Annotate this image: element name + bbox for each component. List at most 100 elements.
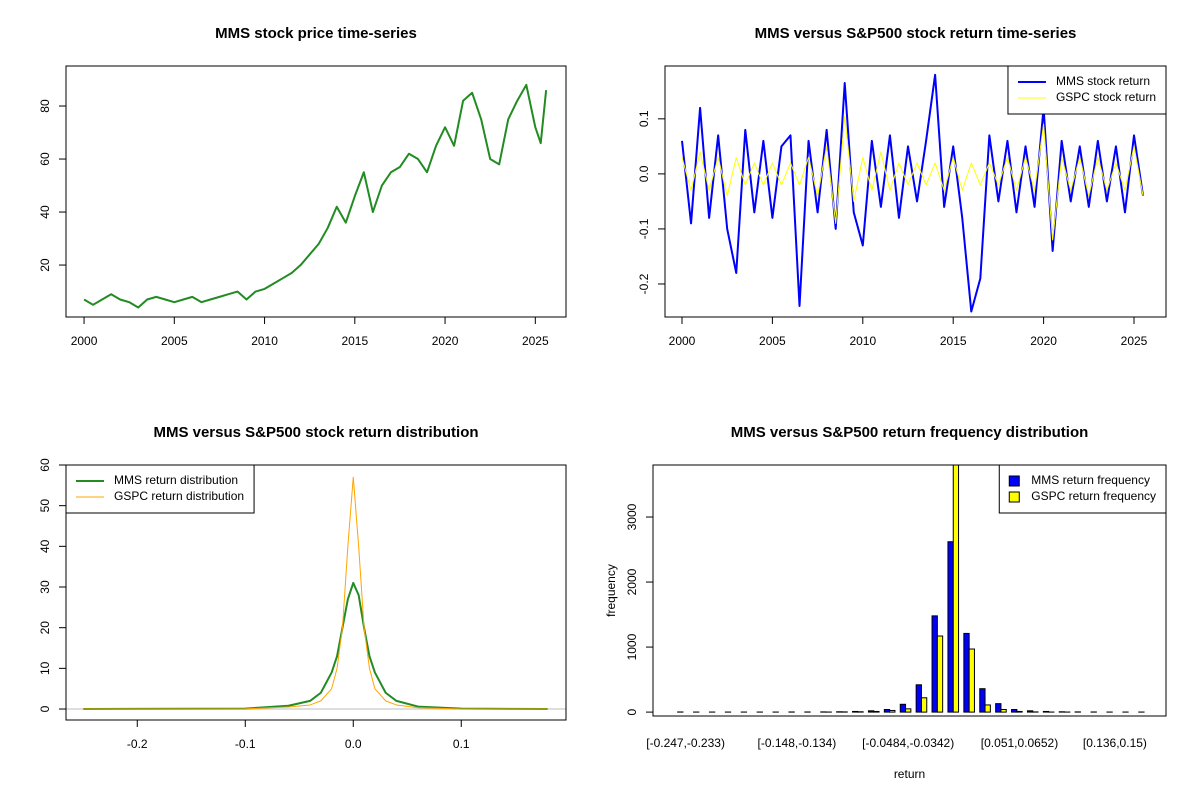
legend-label: MMS stock return — [1056, 74, 1150, 88]
series-line — [83, 476, 548, 710]
panel: MMS stock price time-series 20 40 60 80 2000 2… — [38, 25, 567, 348]
legend-label: GSPC return frequency — [1031, 489, 1156, 503]
legend-label: MMS return distribution — [114, 473, 238, 487]
x-tick-label: 2000 — [669, 334, 696, 348]
y-tick-label: 40 — [38, 205, 52, 219]
bar — [1026, 710, 1034, 713]
y-axis-label: frequency — [604, 564, 618, 617]
x-tick-label: 2015 — [940, 334, 967, 348]
x-tick-label: 2015 — [341, 334, 368, 348]
plot-area — [83, 83, 548, 309]
bar — [979, 688, 986, 713]
plot-border — [65, 464, 567, 721]
legend-box — [65, 464, 255, 514]
bar — [899, 703, 907, 713]
plot-border — [664, 65, 1167, 318]
bar — [1011, 708, 1018, 713]
legend-box — [1007, 65, 1167, 115]
y-tick-label: 50 — [38, 499, 52, 513]
x-tick-label: 0.1 — [453, 737, 470, 751]
x-tick-label: 2005 — [161, 334, 188, 348]
x-tick-label: [0.136,0.15) — [1083, 736, 1147, 750]
legend-label: GSPC return distribution — [114, 489, 244, 503]
x-axis-label: return — [894, 767, 925, 781]
legend-swatch — [1008, 491, 1020, 503]
chart-title: MMS versus S&P500 stock return distribut… — [153, 424, 478, 441]
chart-title: MMS versus S&P500 return frequency distr… — [731, 424, 1089, 441]
y-tick-label: 0.1 — [637, 110, 651, 127]
y-tick-label: 40 — [38, 539, 52, 553]
y-tick-label: 3000 — [625, 503, 639, 530]
x-tick-label: 2025 — [522, 334, 549, 348]
x-tick-label: [-0.0484,-0.0342) — [862, 736, 954, 750]
series-line — [83, 581, 548, 711]
x-tick-label: 2000 — [71, 334, 98, 348]
panel: MMS versus S&P500 stock return time-seri… — [637, 25, 1167, 348]
bar — [920, 697, 928, 713]
plot-area — [681, 73, 1145, 313]
series-line — [83, 83, 548, 309]
y-tick-label: 80 — [38, 99, 52, 113]
bar — [1016, 710, 1023, 713]
y-tick-label: 60 — [38, 152, 52, 166]
bar — [1000, 708, 1007, 713]
x-tick-label: -0.1 — [235, 737, 256, 751]
x-tick-label: 2005 — [759, 334, 786, 348]
bar — [1042, 710, 1050, 713]
y-tick-label: 0.0 — [637, 165, 651, 182]
y-tick-label: 1000 — [625, 633, 639, 660]
y-tick-label: 60 — [38, 458, 52, 472]
bar — [936, 635, 944, 713]
y-tick-label: 20 — [38, 621, 52, 635]
bar — [915, 684, 922, 713]
bar — [883, 708, 891, 713]
legend-swatch — [1008, 475, 1020, 487]
x-tick-label: -0.2 — [127, 737, 148, 751]
y-tick-label: 20 — [38, 258, 52, 272]
x-tick-label: 2010 — [251, 334, 278, 348]
legend-label: GSPC stock return — [1056, 90, 1156, 104]
panel: MMS versus S&P500 stock return distribut… — [38, 424, 567, 751]
legend: MMS stock return GSPC stock return — [1007, 65, 1167, 115]
y-tick-label: 0 — [625, 708, 639, 715]
bar — [931, 615, 938, 713]
legend-label: MMS return frequency — [1031, 473, 1150, 487]
legend: MMS return frequency GSPC return frequenc… — [998, 464, 1167, 514]
plot-border — [652, 464, 1167, 717]
bar — [889, 709, 896, 713]
bar — [867, 710, 875, 713]
bar — [905, 708, 912, 713]
bar — [873, 710, 880, 713]
chart-title: MMS versus S&P500 stock return time-seri… — [755, 25, 1077, 42]
bar — [952, 465, 960, 713]
bar — [852, 710, 859, 713]
x-tick-label: [-0.247,-0.233) — [646, 736, 725, 750]
plot-border — [65, 65, 567, 318]
bar — [984, 704, 991, 713]
series-line — [681, 115, 1144, 241]
y-tick-label: -0.1 — [637, 218, 651, 239]
bar — [968, 648, 975, 713]
x-tick-label: 2010 — [849, 334, 876, 348]
y-tick-label: 10 — [38, 661, 52, 675]
bar — [995, 703, 1002, 713]
plot-area — [66, 476, 566, 711]
legend-box — [998, 464, 1167, 514]
x-tick-label: [-0.148,-0.134) — [758, 736, 837, 750]
x-tick-label: [0.051,0.0652) — [981, 736, 1058, 750]
bar — [947, 541, 954, 713]
x-tick-label: 2020 — [432, 334, 459, 348]
x-tick-label: 0.0 — [345, 737, 362, 751]
chart-title: MMS stock price time-series — [215, 25, 417, 42]
y-tick-label: 0 — [38, 705, 52, 712]
y-tick-label: 30 — [38, 580, 52, 594]
plot-area — [677, 465, 1145, 713]
y-tick-label: 2000 — [625, 568, 639, 595]
bar — [963, 632, 970, 713]
x-tick-label: 2025 — [1121, 334, 1148, 348]
y-tick-label: -0.2 — [637, 273, 651, 294]
legend: MMS return distribution GSPC return distr… — [65, 464, 255, 514]
panel: MMS versus S&P500 return frequency distr… — [604, 424, 1167, 781]
